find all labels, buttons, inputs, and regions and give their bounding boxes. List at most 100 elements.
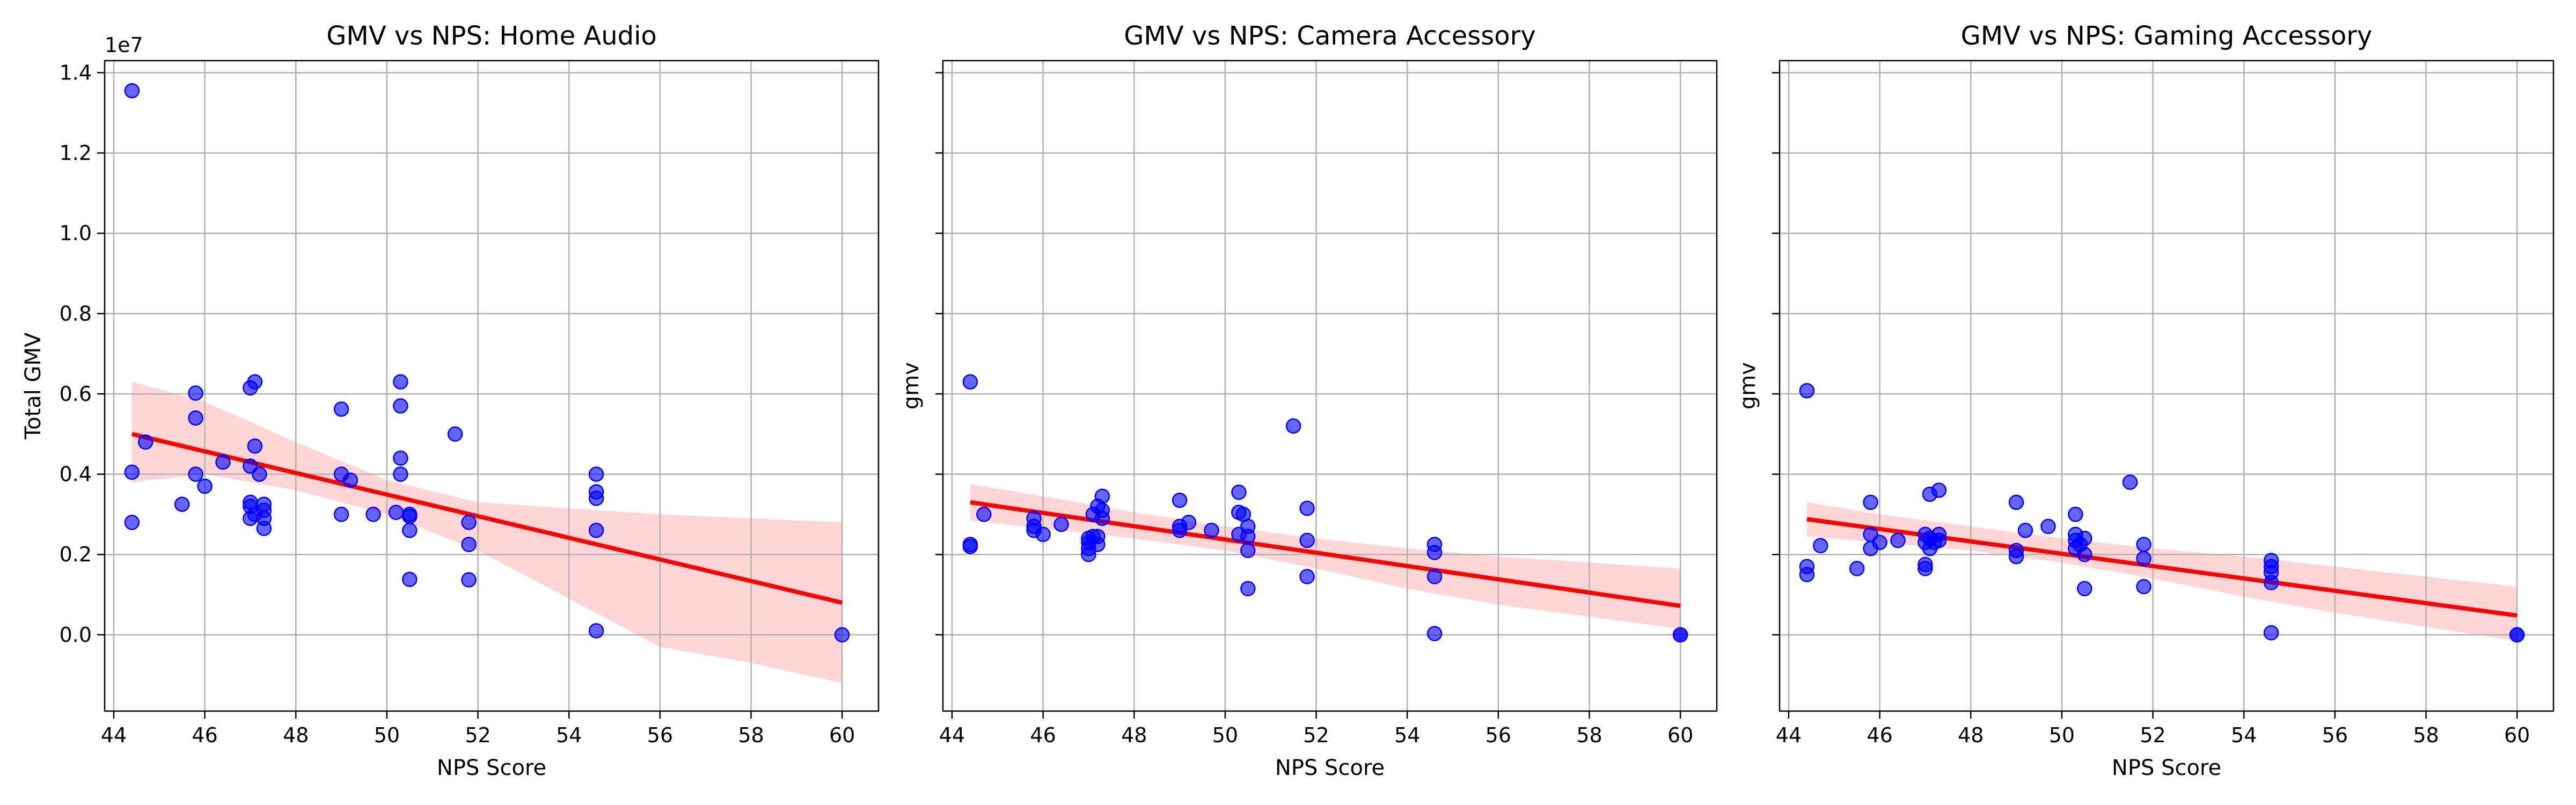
data-point — [2077, 546, 2092, 562]
data-point — [2008, 494, 2024, 510]
data-point — [962, 539, 978, 554]
data-point — [247, 438, 263, 454]
x-tick-label: 56 — [647, 723, 673, 747]
data-point — [834, 627, 850, 643]
x-tick-label: 46 — [1030, 723, 1056, 747]
x-tick-label: 58 — [738, 723, 764, 747]
data-point — [2040, 518, 2056, 535]
data-point — [333, 401, 349, 417]
data-point — [962, 374, 978, 390]
data-point — [2136, 537, 2151, 552]
data-point — [1285, 418, 1301, 434]
data-point — [588, 623, 604, 639]
y-tick-label: 1.0 — [60, 222, 92, 245]
data-point — [1849, 561, 1865, 576]
data-point — [1090, 537, 1106, 552]
panel-gaming-accessory: 44 46 48 50 52 54 56 58 60 GMV vs NPS: Gaming Ac… — [1736, 21, 2555, 780]
x-tick-label: 46 — [1867, 723, 1892, 747]
plot-frame — [1779, 60, 2555, 712]
data-point — [1181, 515, 1197, 530]
x-tick-label: 52 — [465, 723, 491, 747]
data-point — [188, 466, 203, 482]
data-point — [461, 572, 477, 588]
x-axis-label: NPS Score — [437, 756, 546, 780]
data-point — [188, 385, 203, 401]
x-tick-label: 44 — [101, 723, 127, 747]
data-point — [461, 515, 477, 530]
data-point — [1799, 567, 1815, 582]
data-point — [1799, 383, 1815, 399]
plot-frame — [104, 60, 880, 712]
x-tick-label: 56 — [1485, 723, 1511, 747]
grid — [943, 61, 1717, 711]
x-tick-label: 44 — [939, 723, 965, 747]
x-tick-label: 50 — [1212, 723, 1238, 747]
data-point — [2068, 507, 2083, 522]
y-tick-label: 0.8 — [60, 302, 92, 325]
data-point — [365, 507, 381, 522]
data-point — [2263, 625, 2279, 641]
points-layer — [1799, 383, 2525, 643]
x-axis-label: NPS Score — [2112, 756, 2221, 780]
x-tick-label: 48 — [1121, 723, 1147, 747]
y-axis-offset-label: 1e7 — [105, 33, 143, 57]
data-point — [1426, 569, 1443, 584]
data-point — [333, 507, 349, 522]
data-point — [1204, 523, 1219, 538]
x-tick-label: 60 — [829, 723, 855, 747]
x-tick-label: 50 — [374, 723, 400, 747]
data-point — [461, 537, 477, 552]
x-axis-ticks: 44 46 48 50 52 54 56 58 60 — [1776, 711, 2530, 747]
y-tick-label: 0.6 — [60, 382, 92, 406]
data-point — [1672, 627, 1688, 643]
grid — [1780, 61, 2553, 711]
points-layer — [962, 374, 1688, 643]
x-tick-label: 56 — [2322, 723, 2348, 747]
data-point — [1240, 581, 1256, 597]
data-point — [393, 398, 408, 414]
panel-camera-accessory: 44 46 48 50 52 54 56 58 60 GMV vs NPS: Camera Ac… — [899, 21, 1718, 780]
data-point — [243, 510, 258, 526]
x-tick-label: 50 — [2049, 723, 2075, 747]
confidence-band — [970, 484, 1681, 629]
data-point — [1890, 532, 1906, 548]
data-point — [2136, 579, 2151, 595]
data-point — [1035, 526, 1051, 543]
y-axis-ticks — [935, 72, 943, 636]
data-point — [1813, 538, 1828, 554]
x-axis-ticks: 44 46 48 50 52 54 56 58 60 — [101, 711, 855, 747]
y-tick-label: 1.4 — [60, 61, 92, 84]
data-point — [976, 507, 992, 522]
data-point — [1426, 626, 1443, 641]
confidence-band — [1806, 502, 2518, 641]
confidence-band — [131, 382, 843, 683]
data-point — [1918, 561, 1933, 576]
y-tick-label: 0.4 — [60, 463, 92, 486]
data-point — [2122, 474, 2138, 490]
data-point — [1240, 529, 1256, 544]
data-point — [1872, 535, 1887, 551]
x-tick-label: 58 — [1576, 723, 1602, 747]
y-axis-label: gmv — [1736, 362, 1760, 409]
data-point — [447, 426, 463, 442]
data-point — [1931, 482, 1947, 498]
y-axis-label: gmv — [899, 362, 924, 409]
data-point — [388, 504, 404, 520]
y-tick-label: 0.2 — [60, 543, 92, 566]
data-point — [215, 454, 231, 470]
points-layer — [124, 83, 850, 643]
data-point — [1863, 494, 1878, 510]
data-point — [1081, 546, 1096, 562]
data-point — [588, 491, 604, 506]
data-point — [402, 523, 418, 538]
plot-frame — [942, 60, 1718, 712]
data-point — [1299, 532, 1315, 548]
data-point — [393, 374, 408, 390]
data-point — [1094, 488, 1110, 504]
data-point — [2008, 548, 2024, 565]
x-tick-label: 60 — [2504, 723, 2530, 747]
x-tick-label: 44 — [1776, 723, 1802, 747]
data-point — [2263, 575, 2279, 590]
data-point — [2136, 551, 2151, 566]
data-point — [393, 466, 408, 482]
